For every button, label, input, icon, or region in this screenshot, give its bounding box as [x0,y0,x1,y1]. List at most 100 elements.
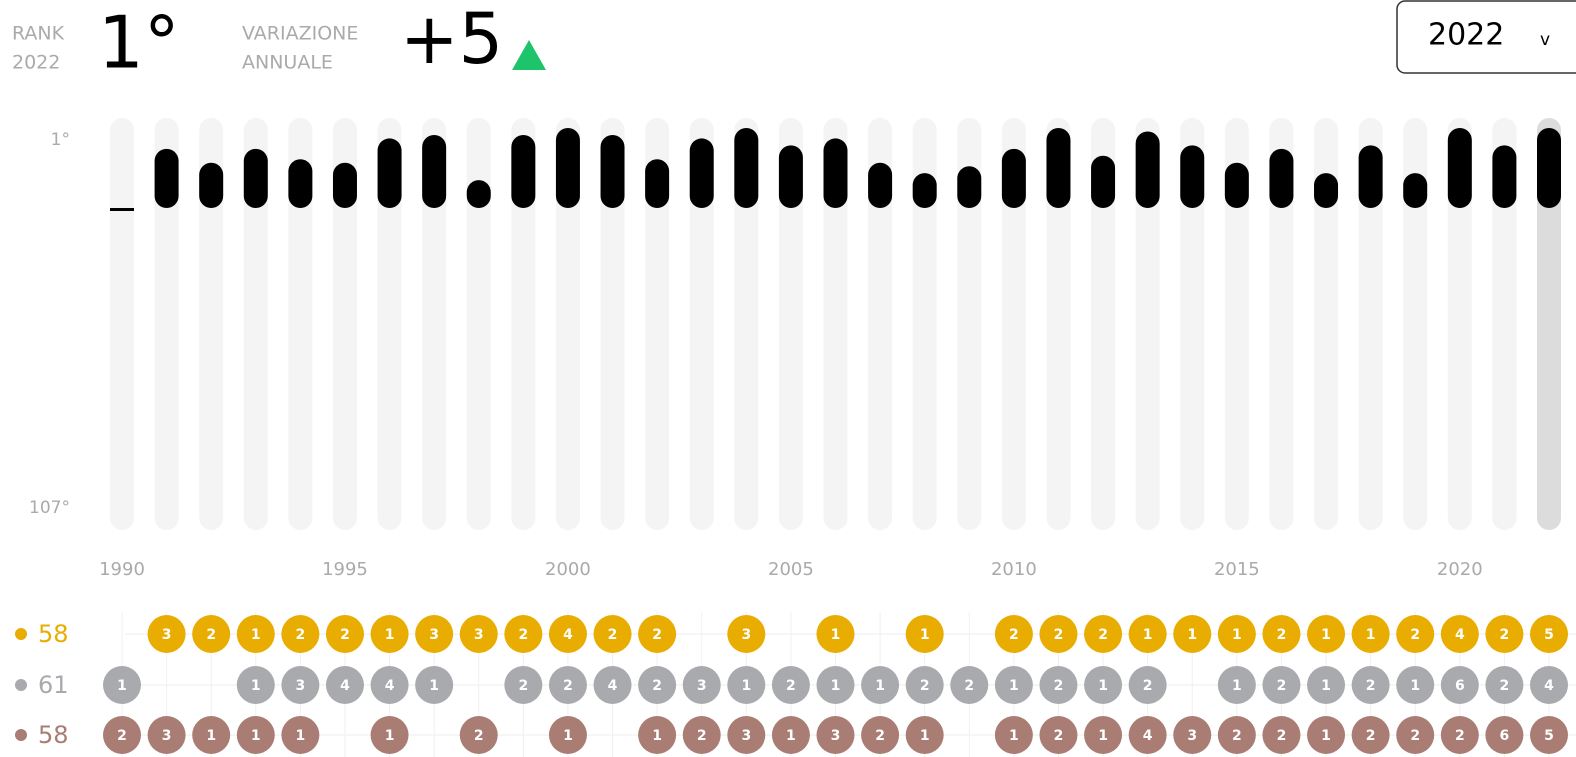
track [110,118,134,530]
bar [288,159,313,208]
medal-count: 2 [875,728,885,744]
bar [734,128,759,208]
medal-count: 3 [697,678,707,694]
medal-dot [593,666,632,704]
medal-count: 1 [563,728,573,744]
bar [778,145,803,208]
medal-count: 1 [920,728,930,744]
rank-value: 1° [98,1,180,85]
track [1180,118,1205,530]
medal-dot [415,666,454,704]
medal-dot [1084,716,1123,754]
bar [823,138,848,208]
medal-dot [861,666,900,704]
medal-count: 1 [652,728,662,744]
year-selector[interactable] [1396,0,1576,74]
medal-count: 2 [920,678,930,694]
bar [243,148,268,208]
medal-dot [459,716,498,754]
medal-count: 2 [340,627,350,643]
medal-count: 1 [920,627,930,643]
medal-dot [1440,615,1479,653]
bar [645,159,670,208]
medal-count: 2 [1455,728,1465,744]
medal-dot [950,666,989,704]
medal-dot [1440,716,1479,754]
bar [1447,128,1472,208]
track [288,118,313,530]
x-tick-label: 2010 [991,559,1037,580]
medal-count: 4 [1143,728,1153,744]
medal-dot [1396,666,1435,704]
medal-count: 1 [1009,678,1019,694]
track [600,118,625,530]
medal-dot [1530,716,1568,754]
medal-dot [1307,615,1346,653]
track [332,118,357,530]
bar [1135,131,1160,208]
track [154,118,179,530]
track [1001,118,1026,530]
medal-dot [1128,716,1167,754]
medal-dot [727,666,766,704]
y-tick-label: 1° [51,130,70,150]
medal-dot [281,716,320,754]
medal-dot [504,615,543,653]
bar [1537,128,1561,208]
medal-dot [1217,615,1256,653]
medal-count: 2 [206,627,216,643]
medal-count: 2 [1277,728,1287,744]
medal-dot [325,615,364,653]
medal-dot [1128,666,1167,704]
x-tick-label: 2000 [545,559,591,580]
bar [422,134,447,208]
medal-dot [771,716,810,754]
medal-dot [236,615,275,653]
medal-count: 3 [162,627,172,643]
medal-count: 2 [1009,627,1019,643]
medal-dot [1039,666,1078,704]
medal-count: 3 [296,678,306,694]
selector-arrow[interactable]: v [1540,30,1550,50]
track [422,118,447,530]
medal-count: 1 [296,728,306,744]
medal-dot [1485,615,1524,653]
legend-dot [15,729,27,741]
bar [868,162,893,208]
track [868,118,893,530]
medal-count: 2 [1410,627,1420,643]
medal-dot [147,716,186,754]
medal-dot [415,615,454,653]
medal-dot [1485,716,1524,754]
medal-count: 1 [875,678,885,694]
selector-value[interactable]: 2022 [1428,18,1504,53]
bar [1046,128,1071,208]
bar [555,128,580,208]
medal-count: 1 [1321,627,1331,643]
medal-count: 2 [1500,678,1510,694]
medal-count: 2 [1410,728,1420,744]
legend-dot [15,679,27,691]
medal-count: 5 [1544,627,1554,643]
medal-dot [1440,666,1479,704]
bar [1180,145,1205,208]
medal-dot [103,716,141,754]
track [1492,118,1517,530]
rank-label: RANK [12,23,65,45]
medal-count: 1 [385,728,395,744]
medal-dot [192,615,231,653]
bar [957,166,982,208]
medal-count: 2 [697,728,707,744]
track [1135,118,1160,530]
medal-dot [771,666,810,704]
track [466,118,491,530]
medal-count: 2 [1277,627,1287,643]
medal-dot [1307,666,1346,704]
medal-dot [1039,716,1078,754]
bar [689,138,714,208]
medal-count: 4 [385,678,395,694]
bar [912,173,937,208]
medal-count: 2 [964,678,974,694]
medal-count: 2 [1054,678,1064,694]
medal-dot [1262,666,1301,704]
